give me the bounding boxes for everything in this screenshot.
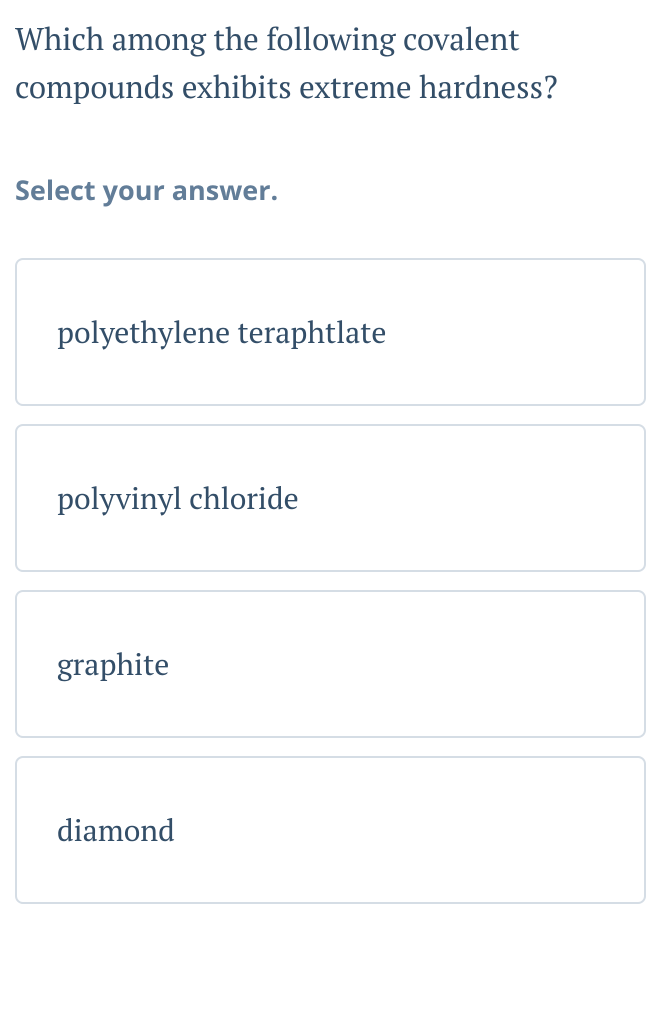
option-label: polyethylene teraphtlate <box>57 312 387 352</box>
answer-option-polyvinyl[interactable]: polyvinyl chloride <box>15 424 646 572</box>
option-label: diamond <box>57 810 175 850</box>
question-text: Which among the following covalent compo… <box>15 15 646 111</box>
answer-option-diamond[interactable]: diamond <box>15 756 646 904</box>
answer-option-graphite[interactable]: graphite <box>15 590 646 738</box>
instruction-text: Select your answer. <box>15 171 646 208</box>
option-label: polyvinyl chloride <box>57 478 299 518</box>
answer-option-polyethylene[interactable]: polyethylene teraphtlate <box>15 258 646 406</box>
option-label: graphite <box>57 644 169 684</box>
options-container: polyethylene teraphtlate polyvinyl chlor… <box>15 258 646 904</box>
